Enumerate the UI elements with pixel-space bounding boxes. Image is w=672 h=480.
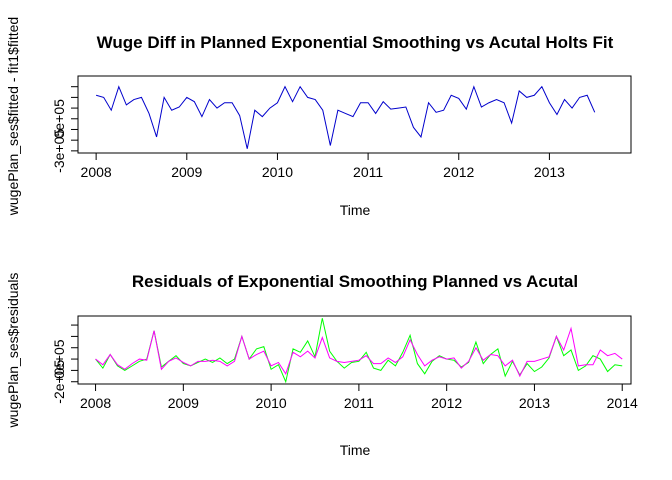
chart-top-x-tick-label: 2010 xyxy=(262,164,293,180)
chart-top-x-tick-label: 2013 xyxy=(534,164,565,180)
chart-top-x-tick-label: 2008 xyxy=(81,164,112,180)
chart-bottom-x-tick-label: 2014 xyxy=(607,395,638,411)
chart-top-series-line-1 xyxy=(95,85,596,149)
chart-bottom-x-tick-label: 2011 xyxy=(344,395,374,411)
chart-bottom-series-group xyxy=(95,318,623,384)
chart-top-x-axis: 2008 2009 2010 2011 2012 2013 xyxy=(81,153,565,180)
chart-bottom-y-tick-label: -2e+05 xyxy=(51,360,67,404)
chart-bottom-x-tick-label: 2009 xyxy=(168,395,199,411)
chart-bottom-x-label: Time xyxy=(340,442,371,458)
chart-bottom-y-label: wugePlan_ses$residuals xyxy=(5,273,21,429)
chart-bottom-x-tick-label: 2012 xyxy=(431,395,462,411)
chart-top-x-tick-label: 2009 xyxy=(171,164,202,180)
chart-bottom-series-line-2 xyxy=(95,326,623,378)
chart-top-x-tick-label: 2011 xyxy=(353,164,383,180)
chart-top-y-label: wugePlan_ses$fitted - fit1$fitted xyxy=(5,17,21,216)
chart-top-plot-frame xyxy=(77,75,632,154)
chart-top-x-tick-label: 2012 xyxy=(443,164,474,180)
chart-bottom-x-tick-label: 2013 xyxy=(519,395,550,411)
chart-top-y-tick-label: -3e+05 xyxy=(51,129,67,173)
chart-top-series-group xyxy=(95,85,596,149)
chart-bottom-title: Residuals of Exponential Smoothing Plann… xyxy=(132,272,578,291)
chart-bottom: Residuals of Exponential Smoothing Plann… xyxy=(5,272,638,458)
chart-top: Wuge Diff in Planned Exponential Smoothi… xyxy=(5,17,632,218)
chart-bottom-plot-frame xyxy=(77,315,632,385)
chart-bottom-x-tick-label: 2008 xyxy=(80,395,111,411)
chart-top-y-tick-label: 0e+05 xyxy=(51,99,67,139)
chart-top-x-label: Time xyxy=(340,202,371,218)
chart-top-title: Wuge Diff in Planned Exponential Smoothi… xyxy=(97,33,614,52)
chart-bottom-y-tick-label: 0e+05 xyxy=(51,339,67,379)
chart-bottom-x-tick-label: 2010 xyxy=(256,395,287,411)
chart-bottom-series-line-1 xyxy=(95,318,623,384)
chart-bottom-x-axis: 2008 2009 2010 2011 2012 2013 2014 xyxy=(80,384,638,411)
